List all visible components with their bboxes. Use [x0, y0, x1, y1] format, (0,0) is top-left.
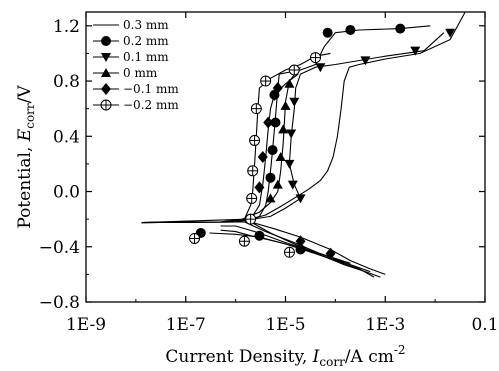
y-tick-label: 0.4 [53, 127, 80, 147]
data-point-0-2-mm [265, 172, 276, 183]
data-point-0-2-mm [254, 230, 265, 241]
data-point-minus-0-2-mm [246, 192, 258, 204]
legend-swatch-marker [101, 53, 111, 62]
y-tick-label: −0.4 [39, 238, 80, 258]
data-point-0-1-mm [287, 180, 298, 190]
series-line-anodic-0-3-mm [141, 11, 466, 224]
y-axis-title-main: Potential, [15, 141, 35, 228]
legend-label: 0.2 mm [123, 34, 169, 48]
legend-label: 0.3 mm [123, 18, 169, 32]
legend-swatch-marker [101, 83, 111, 95]
data-point-0-1-mm [410, 46, 421, 56]
data-point-minus-0-2-mm [245, 213, 257, 225]
data-point-0-1-mm [445, 28, 456, 38]
data-point-minus-0-2-mm [238, 235, 250, 247]
data-point-0-1-mm [315, 63, 326, 73]
legend-item-minus-0-2-mm: −0.2 mm [93, 98, 179, 112]
data-point-0-1-mm [295, 194, 306, 204]
data-point-minus-0-2-mm [283, 246, 295, 258]
data-point-0-1-mm [284, 159, 295, 169]
y-tick-label: 1.2 [53, 17, 80, 37]
data-point-0-mm [280, 100, 291, 110]
data-point-0-mm [284, 78, 295, 88]
legend-item-0-3-mm: 0.3 mm [93, 18, 169, 32]
series-line-cathodic-0-1-mm [250, 221, 386, 275]
data-point-0-2-mm [295, 244, 306, 255]
legend-label: −0.2 mm [123, 98, 179, 112]
y-axis-title-sub: corr [23, 103, 37, 129]
x-tick-label: 1E-5 [265, 315, 305, 335]
x-tick-label: 0.1 [471, 315, 498, 335]
data-point-0-mm [272, 179, 283, 189]
y-tick-label: −0.8 [39, 293, 80, 313]
data-point-0-1-mm [360, 56, 371, 66]
legend-swatch-marker [100, 99, 112, 111]
data-point-0-mm [275, 152, 286, 161]
data-point-minus-0-2-mm [288, 64, 300, 76]
data-point-minus-0-2-mm [189, 232, 201, 244]
legend-item-0-2-mm: 0.2 mm [93, 34, 169, 48]
data-point-minus-0-1-mm [254, 181, 265, 194]
legend-label: −0.1 mm [123, 82, 179, 96]
axis-tick-labels: −0.8 −0.4 0.0 0.4 0.8 1.2 1E-9 1E-7 1E-5 1E-3 0.1 [39, 17, 499, 335]
data-point-0-2-mm [322, 27, 333, 38]
data-point-minus-0-1-mm [295, 235, 306, 248]
data-point-minus-0-2-mm [310, 52, 322, 64]
legend-item-0-mm: 0 mm [93, 66, 158, 80]
data-point-0-2-mm [270, 117, 281, 128]
data-point-0-2-mm [395, 23, 406, 34]
x-tick-label: 1E-7 [166, 315, 206, 335]
data-point-minus-0-2-mm [260, 75, 272, 87]
y-axis-title: Potential, Ecorr/V [15, 85, 37, 229]
data-point-0-mm [278, 124, 289, 134]
data-point-minus-0-1-mm [272, 81, 283, 94]
x-axis-title: Current Density, Icorr/A cm-2 [165, 343, 405, 369]
series-markers [189, 23, 456, 260]
y-tick-label: 0.8 [53, 72, 80, 92]
data-point-minus-0-2-mm [249, 134, 261, 146]
x-tick-label: 1E-3 [365, 315, 405, 335]
y-tick-label: 0.0 [53, 183, 80, 203]
x-axis-title-tail: /A cm [345, 347, 394, 367]
data-point-minus-0-2-mm [247, 165, 259, 177]
data-point-minus-0-1-mm [325, 247, 336, 260]
data-point-0-1-mm [289, 97, 300, 107]
data-point-minus-0-1-mm [257, 151, 268, 163]
x-axis-title-sup: -2 [394, 343, 406, 357]
legend-item-0-1-mm: 0.1 mm [93, 50, 169, 64]
legend-swatch-marker [101, 36, 111, 46]
data-point-minus-0-2-mm [250, 103, 262, 115]
series-line-cathodic-minus-0-2-mm [209, 232, 345, 264]
series-line-cathodic-0-mm [244, 221, 371, 273]
data-point-0-2-mm [267, 145, 278, 156]
series-line-anodic-0-1-mm [141, 32, 445, 224]
x-axis-title-italic: I [312, 347, 320, 367]
legend: 0.3 mm 0.2 mm 0.1 mm 0 mm −0.1 mm −0.2 mm [93, 18, 179, 112]
x-tick-label: 1E-9 [66, 315, 106, 335]
data-point-0-1-mm [286, 129, 297, 139]
legend-label: 0.1 mm [123, 50, 169, 64]
x-axis-title-sub: corr [319, 355, 345, 369]
series-line-anodic-minus-0-2-mm [141, 52, 331, 224]
data-point-minus-0-1-mm [263, 116, 274, 129]
legend-swatch-marker [101, 68, 111, 77]
data-point-0-2-mm [345, 24, 356, 35]
axis-ticks [85, 12, 486, 303]
x-axis-title-main: Current Density, [165, 347, 312, 367]
data-point-0-mm [265, 193, 276, 203]
y-axis-title-tail: /V [15, 85, 35, 104]
legend-label: 0 mm [123, 66, 158, 80]
y-axis-title-italic: E [15, 128, 35, 142]
legend-item-minus-0-1-mm: −0.1 mm [93, 82, 179, 96]
series-line-cathodic-minus-0-1-mm [220, 225, 351, 264]
series-line-anodic-0-2-mm [141, 25, 431, 224]
